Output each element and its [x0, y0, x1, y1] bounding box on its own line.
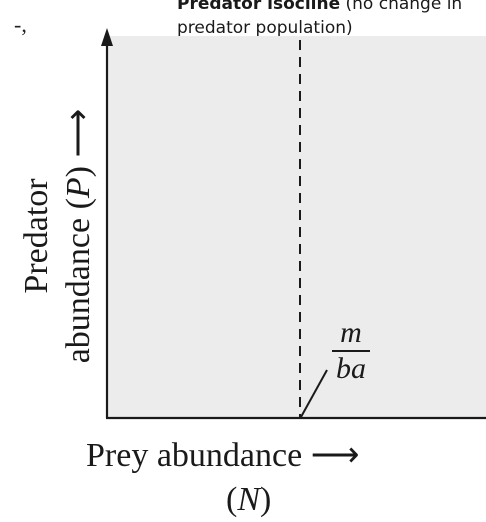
fraction-bar: [332, 350, 370, 352]
annotation-bold: Predator isocline: [177, 0, 341, 14]
plot-area: [107, 36, 486, 418]
y-axis-label-line1: Predator: [18, 178, 55, 294]
fraction-numerator: m: [340, 316, 362, 349]
corner-fragment: -,: [14, 12, 27, 37]
x-axis-label: Prey abundance ⟶ (N): [86, 434, 466, 522]
y-axis-arrow: ⟶: [60, 108, 97, 158]
x-axis-variable: N: [237, 481, 261, 518]
y-axis-label-line2: abundance (P) ⟶: [60, 108, 97, 364]
isocline-annotation: Predator isocline (no change in predator…: [177, 0, 486, 40]
y-axis-arrowhead: [101, 28, 113, 46]
annotation-line2: predator population): [177, 18, 353, 38]
fraction-denominator: ba: [336, 352, 366, 385]
annotation-normal: (no change in: [340, 0, 463, 14]
isocline-value-label: m ba: [330, 318, 372, 384]
x-axis-label-line2: (N): [226, 481, 272, 518]
y-axis-variable: P: [60, 177, 97, 199]
x-axis-label-line1: Prey abundance ⟶: [86, 437, 360, 474]
y-axis-label: Predator abundance (P) ⟶: [16, 46, 100, 426]
x-axis-arrow: ⟶: [310, 437, 360, 474]
isocline-label-leader: [300, 369, 328, 418]
